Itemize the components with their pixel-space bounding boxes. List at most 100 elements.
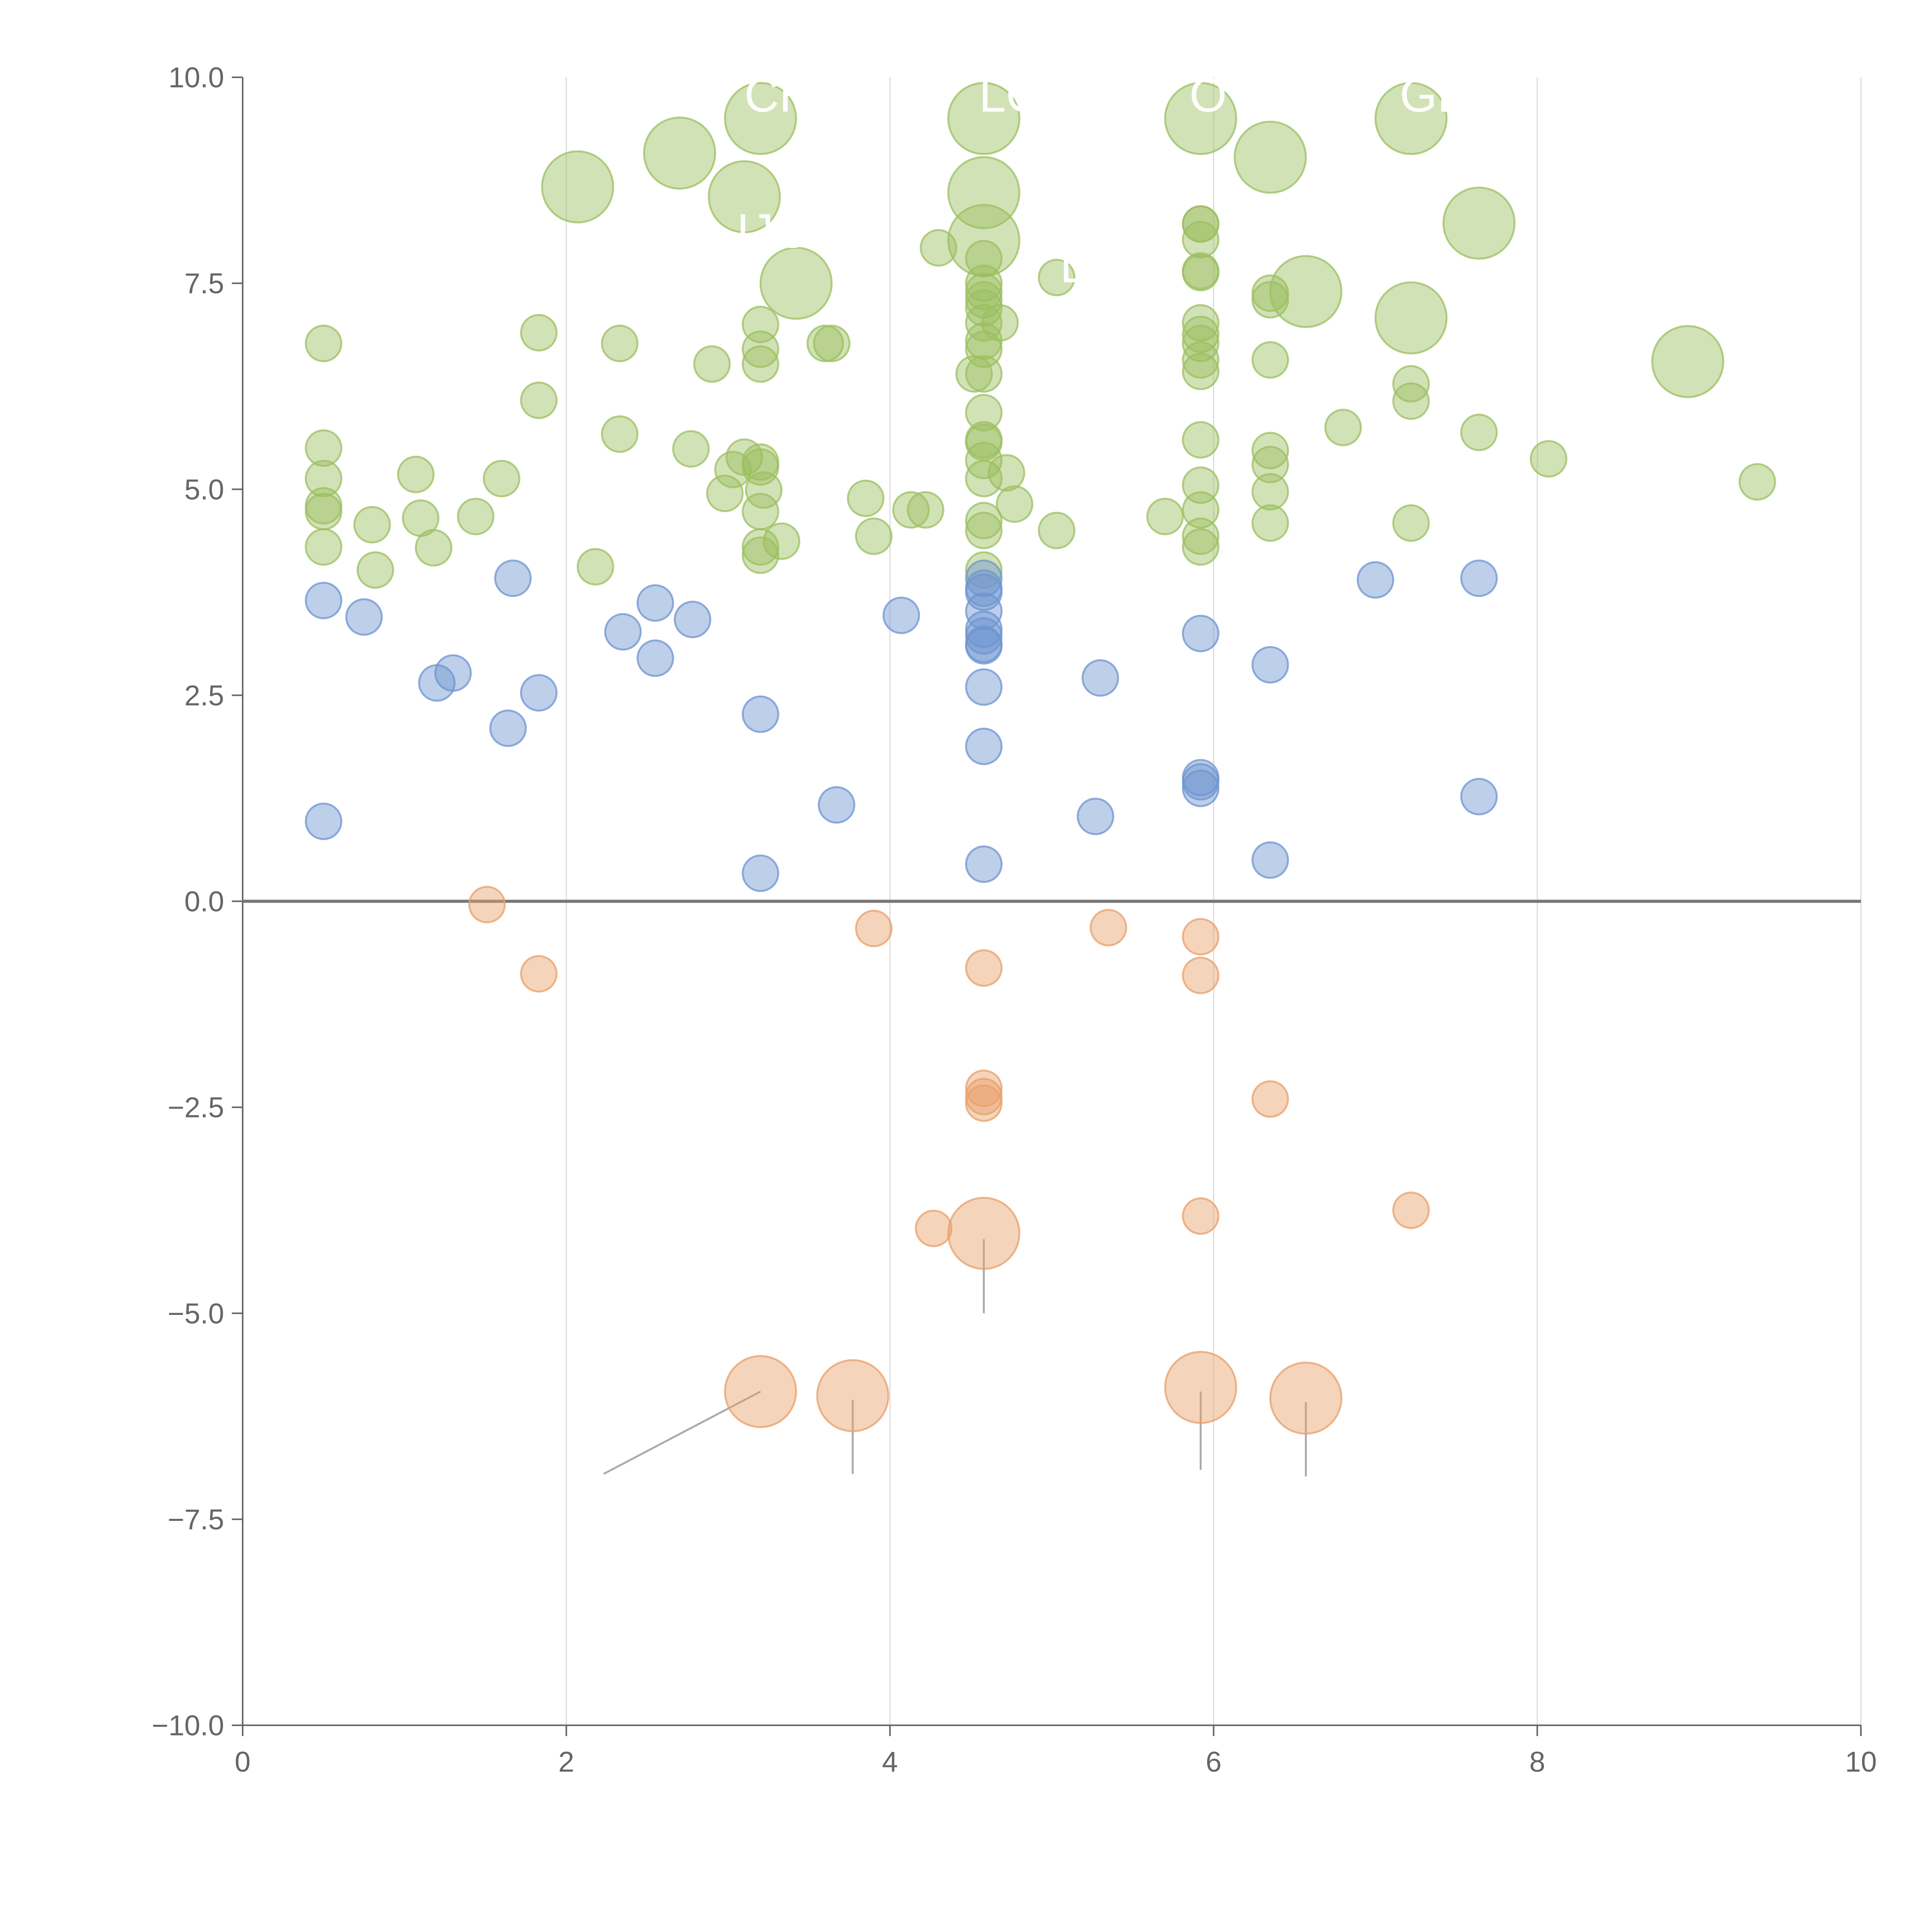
x-tick-label: 2 [558, 1746, 574, 1778]
y-tick-label: 0.0 [184, 886, 224, 918]
bubble-point [1182, 528, 1219, 566]
bubble-point [742, 536, 779, 574]
bubble-point [1038, 512, 1076, 549]
bubble-point [855, 517, 893, 555]
bubble-point [1251, 504, 1289, 542]
callout-label: ER [1294, 321, 1362, 375]
bubble-point [763, 522, 801, 560]
bubble-point [1146, 498, 1184, 536]
bubble-point [304, 528, 342, 566]
bubble-point [1182, 421, 1219, 459]
bubble-point [816, 1359, 889, 1432]
bubble-point [1182, 253, 1219, 291]
bubble-point [965, 728, 1003, 765]
bubble-point [541, 150, 614, 224]
bubble-point [965, 460, 1003, 498]
y-tick-label: −10.0 [152, 1709, 224, 1742]
y-tick-label: −7.5 [168, 1503, 224, 1536]
bubble-point [724, 82, 797, 155]
bubble-point [520, 955, 558, 993]
bubble-point [855, 910, 893, 947]
bubble-point [1182, 918, 1219, 956]
bubble-point [1182, 614, 1219, 652]
bubble-point [636, 639, 674, 677]
bubble-point [1082, 659, 1119, 697]
bubble-point [1077, 798, 1114, 835]
x-tick-label: 0 [235, 1746, 250, 1778]
bubble-point [996, 485, 1034, 523]
x-tick-label: 6 [1206, 1746, 1221, 1778]
bubble-point [643, 116, 716, 190]
bubble-point [759, 247, 833, 320]
bubble-point [965, 512, 1003, 549]
bubble-point [1182, 1197, 1219, 1235]
bubble-point [965, 560, 1003, 597]
bubble-point [1651, 325, 1725, 398]
bubble-point [1182, 491, 1219, 529]
bubble-point [457, 498, 495, 536]
bubble-point [1392, 504, 1430, 542]
bubble-point [965, 949, 1003, 987]
y-tick-label: 5.0 [184, 473, 224, 505]
bubble-point [1374, 281, 1448, 355]
bubble-point [1038, 259, 1076, 296]
bubble-point [947, 1197, 1020, 1270]
bubble-point [883, 597, 920, 634]
bubble-point [1251, 841, 1289, 879]
bubble-point [906, 491, 944, 529]
bubble-point [483, 460, 520, 498]
bubble-point [1182, 205, 1219, 243]
bubble-point [520, 674, 558, 712]
bubble-point [707, 160, 781, 233]
bubble-point [1357, 561, 1395, 599]
bubble-point [965, 502, 1003, 539]
y-tick-label: 10.0 [168, 61, 224, 94]
bubble-point [1374, 82, 1448, 155]
bubble-point [1738, 463, 1776, 501]
bubble-point [1251, 446, 1289, 483]
bubble-point [415, 529, 452, 567]
bubble-point [520, 314, 558, 352]
bubble-point [1460, 413, 1498, 451]
bubble-point [847, 480, 884, 517]
bubble-point [1269, 1361, 1343, 1435]
bubble-point [304, 460, 342, 498]
bubble-point [965, 627, 1003, 665]
bubble-point [304, 429, 342, 467]
bubble-point [636, 584, 674, 622]
y-tick-label: 2.5 [184, 679, 224, 711]
callout-label: L [1060, 239, 1087, 293]
bubble-point [1182, 352, 1219, 390]
bubble-point [345, 598, 383, 636]
bubble-point [1182, 769, 1219, 807]
bubble-point [965, 845, 1003, 883]
bubble-point [1182, 221, 1219, 259]
bubble-point [673, 600, 711, 638]
bubble-point [1182, 517, 1219, 555]
bubble-point [434, 654, 472, 692]
bubble-point [494, 560, 532, 597]
bubble-point [356, 551, 394, 589]
bubble-point [915, 1209, 952, 1247]
bubble-point [742, 330, 779, 368]
bubble-point [965, 1070, 1003, 1107]
bubble-point [965, 668, 1003, 706]
bubble-point [988, 454, 1026, 492]
bubble-point [1182, 315, 1219, 353]
bubble-point [520, 381, 558, 419]
x-tick-label: 4 [882, 1746, 898, 1778]
bubble-point [742, 528, 779, 566]
bubble-point [965, 272, 1003, 310]
bubble-point [397, 456, 435, 493]
bubble-point [742, 695, 779, 733]
bubble-point [892, 491, 930, 529]
bubble-point [1233, 121, 1307, 194]
bubble-point [981, 304, 1019, 342]
bubble-point [706, 474, 744, 512]
bubble-point [742, 493, 779, 531]
y-tick-label: 7.5 [184, 267, 224, 299]
bubble-point [1164, 1351, 1237, 1424]
bubble-point [577, 548, 614, 586]
bubble-point [1460, 778, 1498, 816]
